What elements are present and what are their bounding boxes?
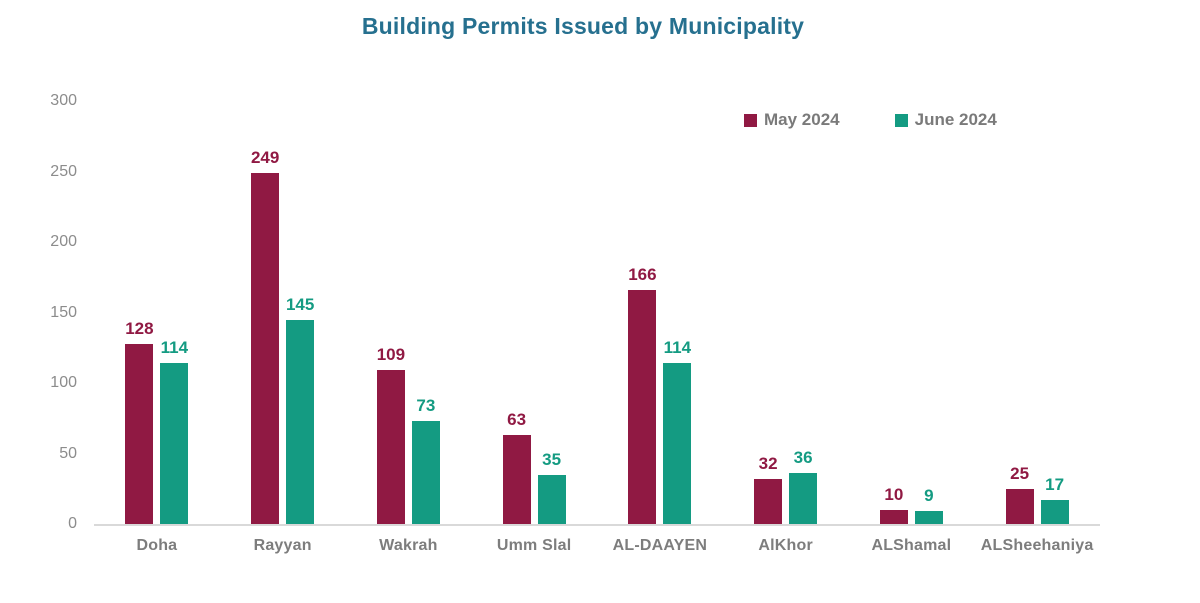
bar: 114 <box>663 339 692 524</box>
bar-value-label: 128 <box>125 318 154 338</box>
category-label: Doha <box>136 537 178 554</box>
bar-value-label: 114 <box>663 338 692 358</box>
legend-label: May 2024 <box>764 110 840 129</box>
bar-value-label: 166 <box>628 264 657 284</box>
y-tick-label: 300 <box>50 92 77 109</box>
bar-value-label: 10 <box>884 484 904 504</box>
legend-swatch-icon <box>744 113 757 127</box>
category-label: Umm Slal <box>496 537 572 554</box>
bar-value-label: 73 <box>416 396 436 416</box>
bar-group: 166 114 <box>597 101 723 524</box>
y-axis: 0 50 100 150 200 250 300 <box>40 0 77 603</box>
bar: 73 <box>411 397 440 524</box>
category-label: AL-DAAYEN <box>612 537 708 554</box>
legend: May 2024 June 2024 <box>744 110 997 130</box>
bar-value-label: 17 <box>1045 475 1065 495</box>
bar-value-label: 63 <box>507 410 527 430</box>
bar-value-label: 109 <box>376 345 406 365</box>
bar-value-label: 36 <box>793 448 813 468</box>
bar: 249 <box>251 149 279 524</box>
x-axis-category-labels: Doha Rayyan Wakrah Umm Slal AL-DAAYEN AlKhor A… <box>94 537 1100 555</box>
bar: 36 <box>789 449 818 524</box>
bar: 9 <box>914 487 943 524</box>
bar-group: 10 9 <box>849 101 975 524</box>
legend-label: June 2024 <box>914 110 997 129</box>
plot-area: 128 114 249 145 109 73 63 35 166 114 32 36 10 9 25 17 <box>94 101 1100 526</box>
bar-group: 25 17 <box>974 101 1100 524</box>
category-label: Rayyan <box>253 537 312 554</box>
bar: 114 <box>160 339 189 524</box>
bar: 128 <box>125 320 154 524</box>
y-tick-label: 150 <box>50 303 77 321</box>
bar: 109 <box>377 346 405 524</box>
category-label: ALSheehaniya <box>980 537 1094 554</box>
bar-group: 63 35 <box>471 101 597 524</box>
bar-value-label: 249 <box>250 147 280 167</box>
bar-value-label: 9 <box>924 486 934 506</box>
y-tick-label: 0 <box>68 515 77 532</box>
bar: 63 <box>502 411 531 524</box>
bar: 10 <box>879 486 908 524</box>
chart-title: Building Permits Issued by Municipality <box>361 13 805 39</box>
legend-swatch-icon <box>894 113 908 127</box>
y-tick-label: 50 <box>59 444 77 462</box>
legend-item: June 2024 <box>894 110 997 130</box>
bar-value-label: 145 <box>285 294 315 314</box>
category-label: AlKhor <box>758 537 813 554</box>
bar: 166 <box>628 266 657 524</box>
category-label: ALShamal <box>871 537 952 554</box>
y-tick-label: 200 <box>50 233 77 250</box>
bar-value-label: 35 <box>542 449 562 469</box>
category-label: Wakrah <box>379 537 438 554</box>
bar: 145 <box>286 296 314 524</box>
bar-group: 109 73 <box>346 101 472 524</box>
bar-value-label: 25 <box>1010 463 1030 483</box>
bar-value-label: 114 <box>160 338 189 358</box>
bar-group: 249 145 <box>220 101 346 524</box>
bar: 35 <box>537 451 566 524</box>
bar-group: 32 36 <box>723 101 849 524</box>
bar-value-label: 32 <box>758 453 778 473</box>
bar: 32 <box>754 455 783 524</box>
bar: 25 <box>1005 465 1034 524</box>
bar-group: 128 114 <box>94 101 220 524</box>
legend-item: May 2024 <box>744 110 840 130</box>
y-tick-label: 250 <box>50 162 77 180</box>
y-tick-label: 100 <box>50 374 77 391</box>
bar: 17 <box>1040 476 1069 524</box>
